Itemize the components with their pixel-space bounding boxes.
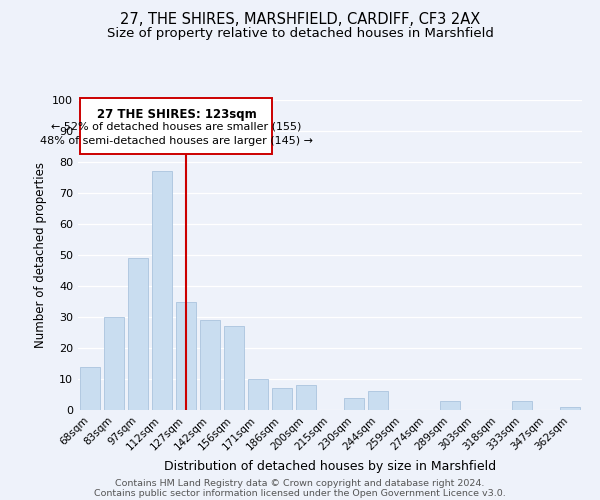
Bar [344, 398, 364, 410]
Bar [104, 317, 124, 410]
Bar [296, 385, 316, 410]
X-axis label: Distribution of detached houses by size in Marshfield: Distribution of detached houses by size … [164, 460, 496, 473]
Bar [128, 258, 148, 410]
Text: Contains HM Land Registry data © Crown copyright and database right 2024.: Contains HM Land Registry data © Crown c… [115, 478, 485, 488]
Bar [200, 320, 220, 410]
Text: 27, THE SHIRES, MARSHFIELD, CARDIFF, CF3 2AX: 27, THE SHIRES, MARSHFIELD, CARDIFF, CF3… [120, 12, 480, 28]
Text: Contains public sector information licensed under the Open Government Licence v3: Contains public sector information licen… [94, 488, 506, 498]
Bar [224, 326, 244, 410]
Bar [152, 172, 172, 410]
Y-axis label: Number of detached properties: Number of detached properties [34, 162, 47, 348]
Bar [80, 366, 100, 410]
Text: 27 THE SHIRES: 123sqm: 27 THE SHIRES: 123sqm [97, 108, 256, 120]
Bar [176, 302, 196, 410]
Bar [272, 388, 292, 410]
Bar [512, 400, 532, 410]
Text: Size of property relative to detached houses in Marshfield: Size of property relative to detached ho… [107, 28, 493, 40]
Bar [560, 407, 580, 410]
Text: 48% of semi-detached houses are larger (145) →: 48% of semi-detached houses are larger (… [40, 136, 313, 145]
Bar [440, 400, 460, 410]
Bar [248, 379, 268, 410]
Bar [368, 392, 388, 410]
Text: ← 52% of detached houses are smaller (155): ← 52% of detached houses are smaller (15… [51, 122, 302, 132]
FancyBboxPatch shape [80, 98, 272, 154]
